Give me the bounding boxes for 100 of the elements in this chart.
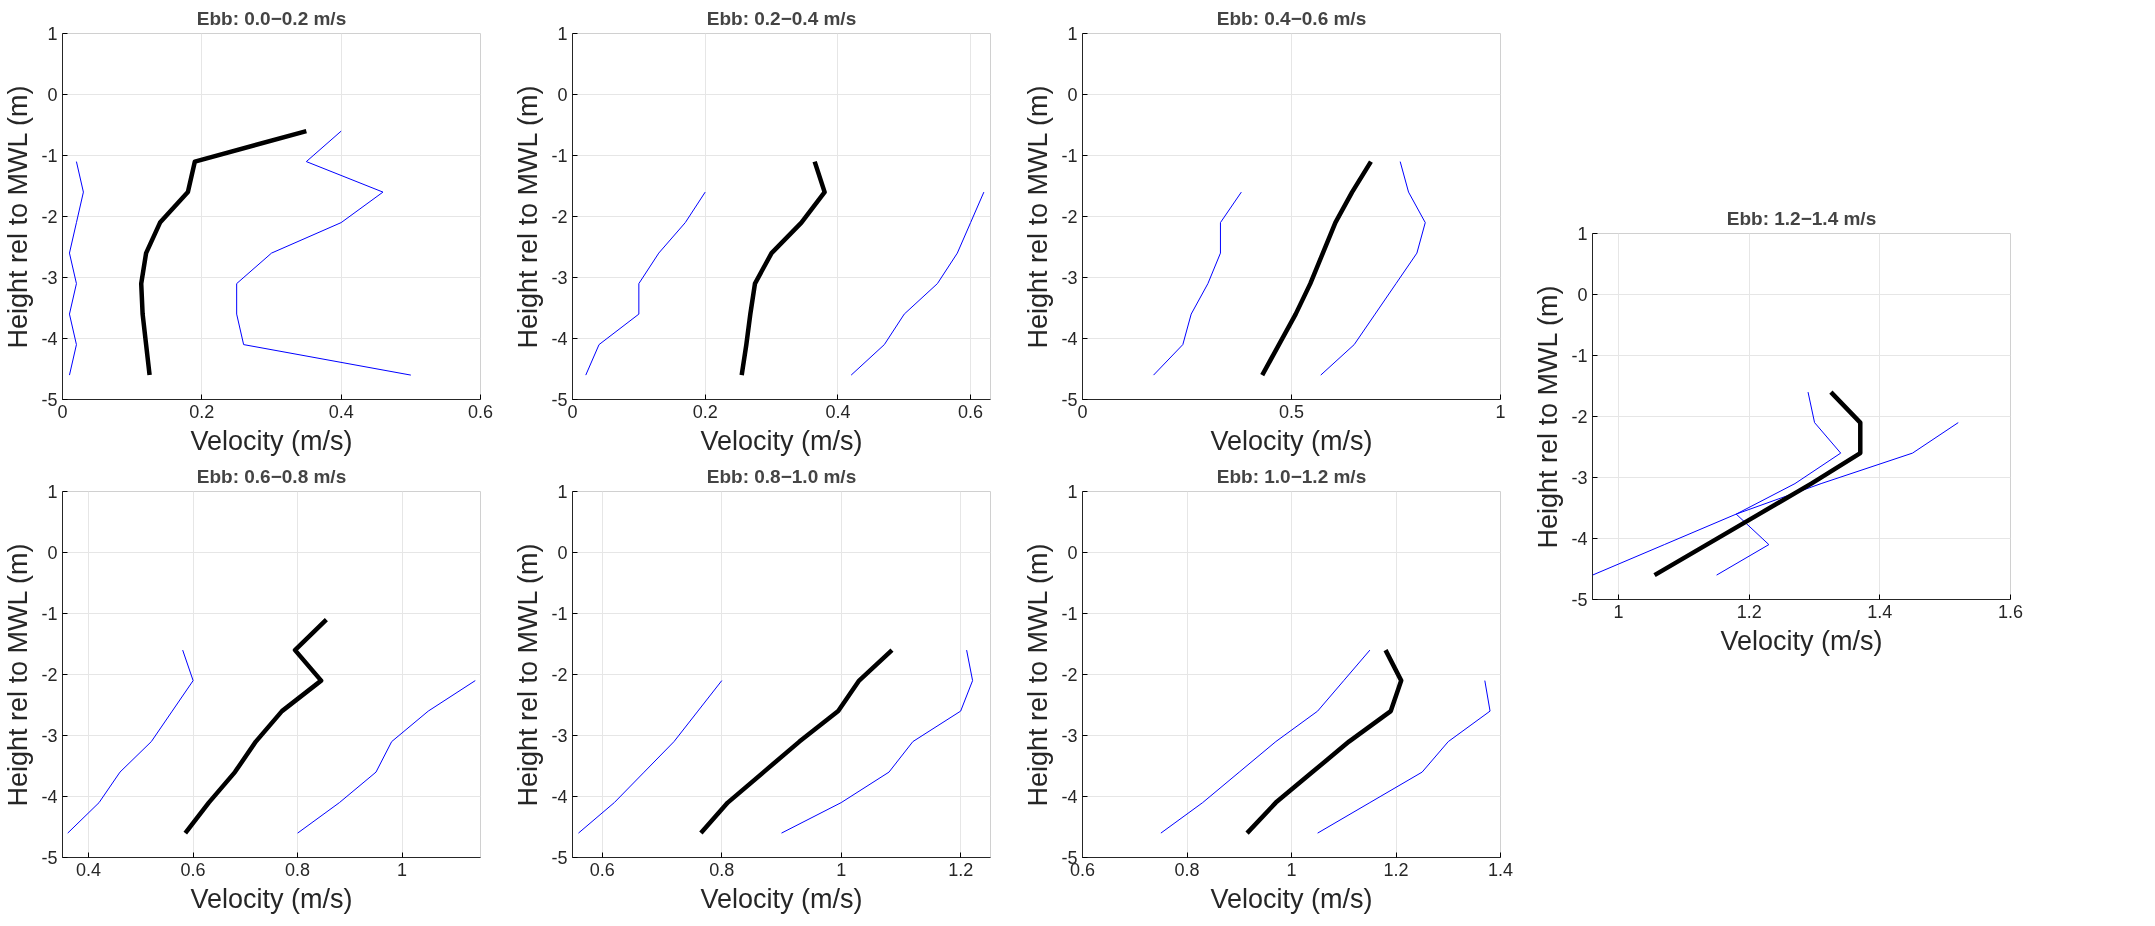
chart-title: Ebb: 0.2−0.4 m/s xyxy=(706,7,857,29)
y-tick-label: -3 xyxy=(41,726,58,746)
x-tick-label: 0.8 xyxy=(285,859,311,880)
y-axis-title: Height rel to MWL (m) xyxy=(1023,543,1054,807)
y-tick-label: -2 xyxy=(1571,407,1588,427)
line-series xyxy=(585,191,706,376)
y-tick-label: 0 xyxy=(1067,85,1078,105)
y-tick-label: -4 xyxy=(41,787,58,807)
y-tick-label: 1 xyxy=(557,482,568,502)
x-tick-label: 0.2 xyxy=(189,401,215,422)
x-tick-label: 0.5 xyxy=(1278,401,1305,422)
y-tick-label: -4 xyxy=(551,329,568,349)
x-tick-label: 1.2 xyxy=(948,859,974,880)
line-series xyxy=(1317,680,1491,834)
line-series xyxy=(781,649,974,834)
x-tick-label: 0.8 xyxy=(709,859,735,880)
line-series xyxy=(739,159,827,378)
y-tick-label: -2 xyxy=(551,207,568,227)
line-series xyxy=(1160,649,1371,834)
line-series xyxy=(1244,647,1404,836)
y-tick-label: -3 xyxy=(41,268,58,288)
chart-title: Ebb: 1.0−1.2 m/s xyxy=(1216,465,1367,487)
y-tick-label: -1 xyxy=(1571,346,1588,366)
x-tick-label: 1 xyxy=(397,859,408,880)
y-tick-label: -3 xyxy=(551,726,568,746)
x-tick-label: 1.2 xyxy=(1736,601,1762,622)
y-tick-label: -4 xyxy=(1061,787,1078,807)
y-tick-label: -5 xyxy=(41,390,58,410)
y-tick-label: -1 xyxy=(41,604,58,624)
line-series xyxy=(577,680,723,834)
x-axis-title: Velocity (m/s) xyxy=(700,883,863,914)
y-tick-label: -4 xyxy=(1061,329,1078,349)
x-tick-label: 1 xyxy=(1495,401,1506,422)
y-tick-label: -2 xyxy=(551,665,568,685)
y-tick-label: 1 xyxy=(1067,24,1078,44)
y-tick-label: -1 xyxy=(551,146,568,166)
line-series xyxy=(183,617,329,836)
x-tick-label: 0.4 xyxy=(328,401,354,422)
x-axis-title: Velocity (m/s) xyxy=(1720,625,1883,656)
chart-title: Ebb: 0.0−0.2 m/s xyxy=(196,7,347,29)
y-axis-title: Height rel to MWL (m) xyxy=(1023,85,1054,349)
y-tick-label: -2 xyxy=(41,665,58,685)
line-series xyxy=(1320,161,1426,376)
y-tick-label: 1 xyxy=(557,24,568,44)
line-series xyxy=(68,161,84,376)
line-series xyxy=(850,191,985,376)
y-tick-label: -3 xyxy=(551,268,568,288)
x-tick-label: 0.6 xyxy=(467,401,494,422)
y-tick-label: -1 xyxy=(1061,604,1078,624)
y-tick-label: -1 xyxy=(41,146,58,166)
y-tick-label: 0 xyxy=(1577,285,1588,305)
line-series xyxy=(1153,191,1242,376)
y-tick-label: -3 xyxy=(1061,268,1078,288)
line-series xyxy=(297,680,476,834)
y-tick-label: -5 xyxy=(1061,390,1078,410)
x-axis-title: Velocity (m/s) xyxy=(1210,425,1373,456)
x-axis-title: Velocity (m/s) xyxy=(1210,883,1373,914)
chart-title: Ebb: 0.4−0.6 m/s xyxy=(1216,7,1367,29)
y-tick-label: -5 xyxy=(551,848,568,868)
line-series xyxy=(1259,159,1374,378)
y-tick-label: -5 xyxy=(551,390,568,410)
chart-title: Ebb: 0.6−0.8 m/s xyxy=(196,465,347,487)
x-tick-label: 0.6 xyxy=(958,401,984,422)
y-tick-label: 1 xyxy=(47,24,58,44)
x-axis-title: Velocity (m/s) xyxy=(700,425,863,456)
y-tick-label: 0 xyxy=(557,85,568,105)
y-tick-label: -3 xyxy=(1571,468,1588,488)
x-tick-label: 1.4 xyxy=(1867,601,1893,622)
y-tick-label: -2 xyxy=(41,207,58,227)
x-tick-label: 1 xyxy=(1613,601,1624,622)
y-tick-label: -5 xyxy=(1571,590,1588,610)
x-tick-label: 0.4 xyxy=(76,859,102,880)
x-tick-label: 1.2 xyxy=(1383,859,1409,880)
y-tick-label: -2 xyxy=(1061,665,1078,685)
chart-title: Ebb: 1.2−1.4 m/s xyxy=(1726,207,1877,229)
y-tick-label: 0 xyxy=(1067,543,1078,563)
x-tick-label: 0.8 xyxy=(1174,859,1200,880)
y-tick-label: 0 xyxy=(47,543,58,563)
x-axis-title: Velocity (m/s) xyxy=(190,883,353,914)
y-axis-title: Height rel to MWL (m) xyxy=(3,543,34,807)
y-tick-label: -4 xyxy=(551,787,568,807)
y-tick-label: -3 xyxy=(1061,726,1078,746)
line-series xyxy=(138,128,309,378)
y-tick-label: -4 xyxy=(1571,529,1588,549)
x-tick-label: 1 xyxy=(836,859,847,880)
y-tick-label: 0 xyxy=(47,85,58,105)
x-tick-label: 0.6 xyxy=(180,859,206,880)
line-series xyxy=(1652,389,1863,578)
x-tick-label: 1.4 xyxy=(1487,859,1514,880)
y-tick-label: -1 xyxy=(551,604,568,624)
line-series xyxy=(67,649,194,834)
line-series xyxy=(698,647,895,836)
x-tick-label: 1.6 xyxy=(1997,601,2024,622)
x-tick-label: 0.2 xyxy=(692,401,718,422)
y-tick-label: -5 xyxy=(41,848,58,868)
x-axis-title: Velocity (m/s) xyxy=(190,425,353,456)
y-axis-title: Height rel to MWL (m) xyxy=(3,85,34,349)
line-series xyxy=(236,130,412,376)
y-tick-label: -4 xyxy=(41,329,58,349)
x-tick-label: 0.4 xyxy=(825,401,851,422)
